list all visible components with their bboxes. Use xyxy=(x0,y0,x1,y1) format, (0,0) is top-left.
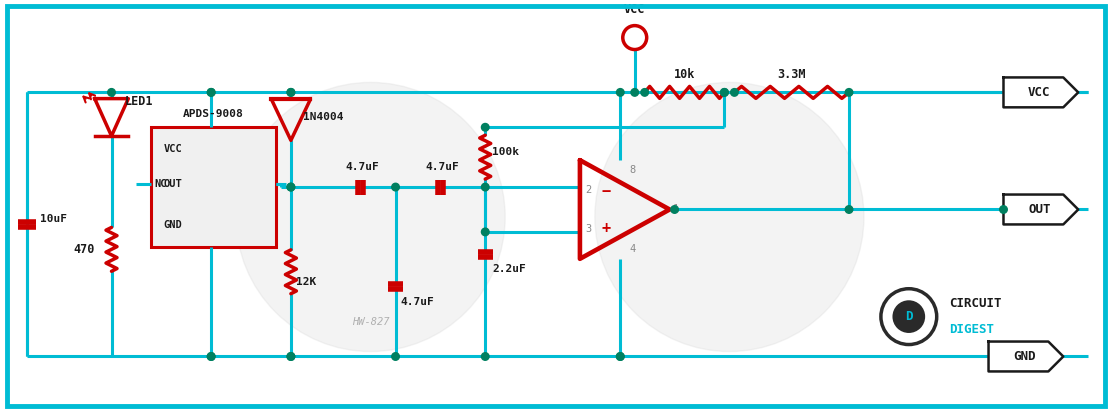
Circle shape xyxy=(287,89,295,96)
Text: 4.7uF: 4.7uF xyxy=(426,162,459,172)
Text: VCC: VCC xyxy=(1029,86,1051,99)
Circle shape xyxy=(481,124,489,131)
Text: 10k: 10k xyxy=(674,68,695,81)
Circle shape xyxy=(1000,206,1007,213)
Circle shape xyxy=(845,89,853,96)
Text: OUT: OUT xyxy=(1029,203,1051,216)
Circle shape xyxy=(731,89,738,96)
Circle shape xyxy=(287,89,295,96)
Text: +: + xyxy=(602,221,610,236)
Circle shape xyxy=(207,89,215,96)
Text: 2: 2 xyxy=(585,185,592,195)
Text: 100k: 100k xyxy=(493,147,519,157)
Text: 10uF: 10uF xyxy=(40,215,67,225)
Text: 8: 8 xyxy=(629,165,636,175)
Text: −: − xyxy=(602,184,610,199)
Circle shape xyxy=(287,353,295,360)
Circle shape xyxy=(287,353,295,360)
Text: GND: GND xyxy=(1013,350,1035,363)
Circle shape xyxy=(894,302,924,332)
Circle shape xyxy=(595,82,864,351)
Text: 12K: 12K xyxy=(296,277,316,287)
Text: 3: 3 xyxy=(585,224,592,234)
Circle shape xyxy=(721,89,728,96)
FancyBboxPatch shape xyxy=(151,127,276,247)
Circle shape xyxy=(481,353,489,360)
Circle shape xyxy=(108,89,116,96)
Text: 4.7uF: 4.7uF xyxy=(400,297,435,307)
Circle shape xyxy=(207,89,215,96)
Text: 4.7uF: 4.7uF xyxy=(346,162,379,172)
Circle shape xyxy=(845,206,853,213)
Text: 470: 470 xyxy=(73,243,95,256)
Text: 1N4004: 1N4004 xyxy=(302,112,344,122)
Circle shape xyxy=(287,183,295,191)
Circle shape xyxy=(616,353,624,360)
Polygon shape xyxy=(1003,77,1079,108)
Text: D: D xyxy=(905,310,913,323)
Circle shape xyxy=(391,353,399,360)
Text: LED1: LED1 xyxy=(125,95,153,108)
Text: 1: 1 xyxy=(673,204,678,215)
Text: 4: 4 xyxy=(629,244,636,254)
Circle shape xyxy=(616,353,624,360)
Circle shape xyxy=(641,89,648,96)
Polygon shape xyxy=(989,342,1063,372)
Text: 2.2uF: 2.2uF xyxy=(493,264,526,274)
Text: HW-827: HW-827 xyxy=(351,316,389,327)
Circle shape xyxy=(631,89,638,96)
Text: CIRCUIT: CIRCUIT xyxy=(949,297,1001,310)
Text: OUT: OUT xyxy=(163,179,182,189)
Circle shape xyxy=(671,206,678,213)
Text: NC: NC xyxy=(155,179,167,189)
Text: VCC: VCC xyxy=(624,3,645,16)
Text: VCC: VCC xyxy=(163,144,182,154)
Circle shape xyxy=(721,89,728,96)
Circle shape xyxy=(236,82,505,351)
Circle shape xyxy=(207,353,215,360)
Circle shape xyxy=(391,183,399,191)
Circle shape xyxy=(207,353,215,360)
Circle shape xyxy=(287,183,295,191)
Text: DIGEST: DIGEST xyxy=(949,323,994,336)
Text: APDS-9008: APDS-9008 xyxy=(183,109,244,119)
Text: GND: GND xyxy=(163,220,182,230)
Circle shape xyxy=(481,228,489,236)
Circle shape xyxy=(481,183,489,191)
Circle shape xyxy=(616,89,624,96)
Polygon shape xyxy=(1003,194,1079,225)
Text: 3.3M: 3.3M xyxy=(777,68,806,81)
